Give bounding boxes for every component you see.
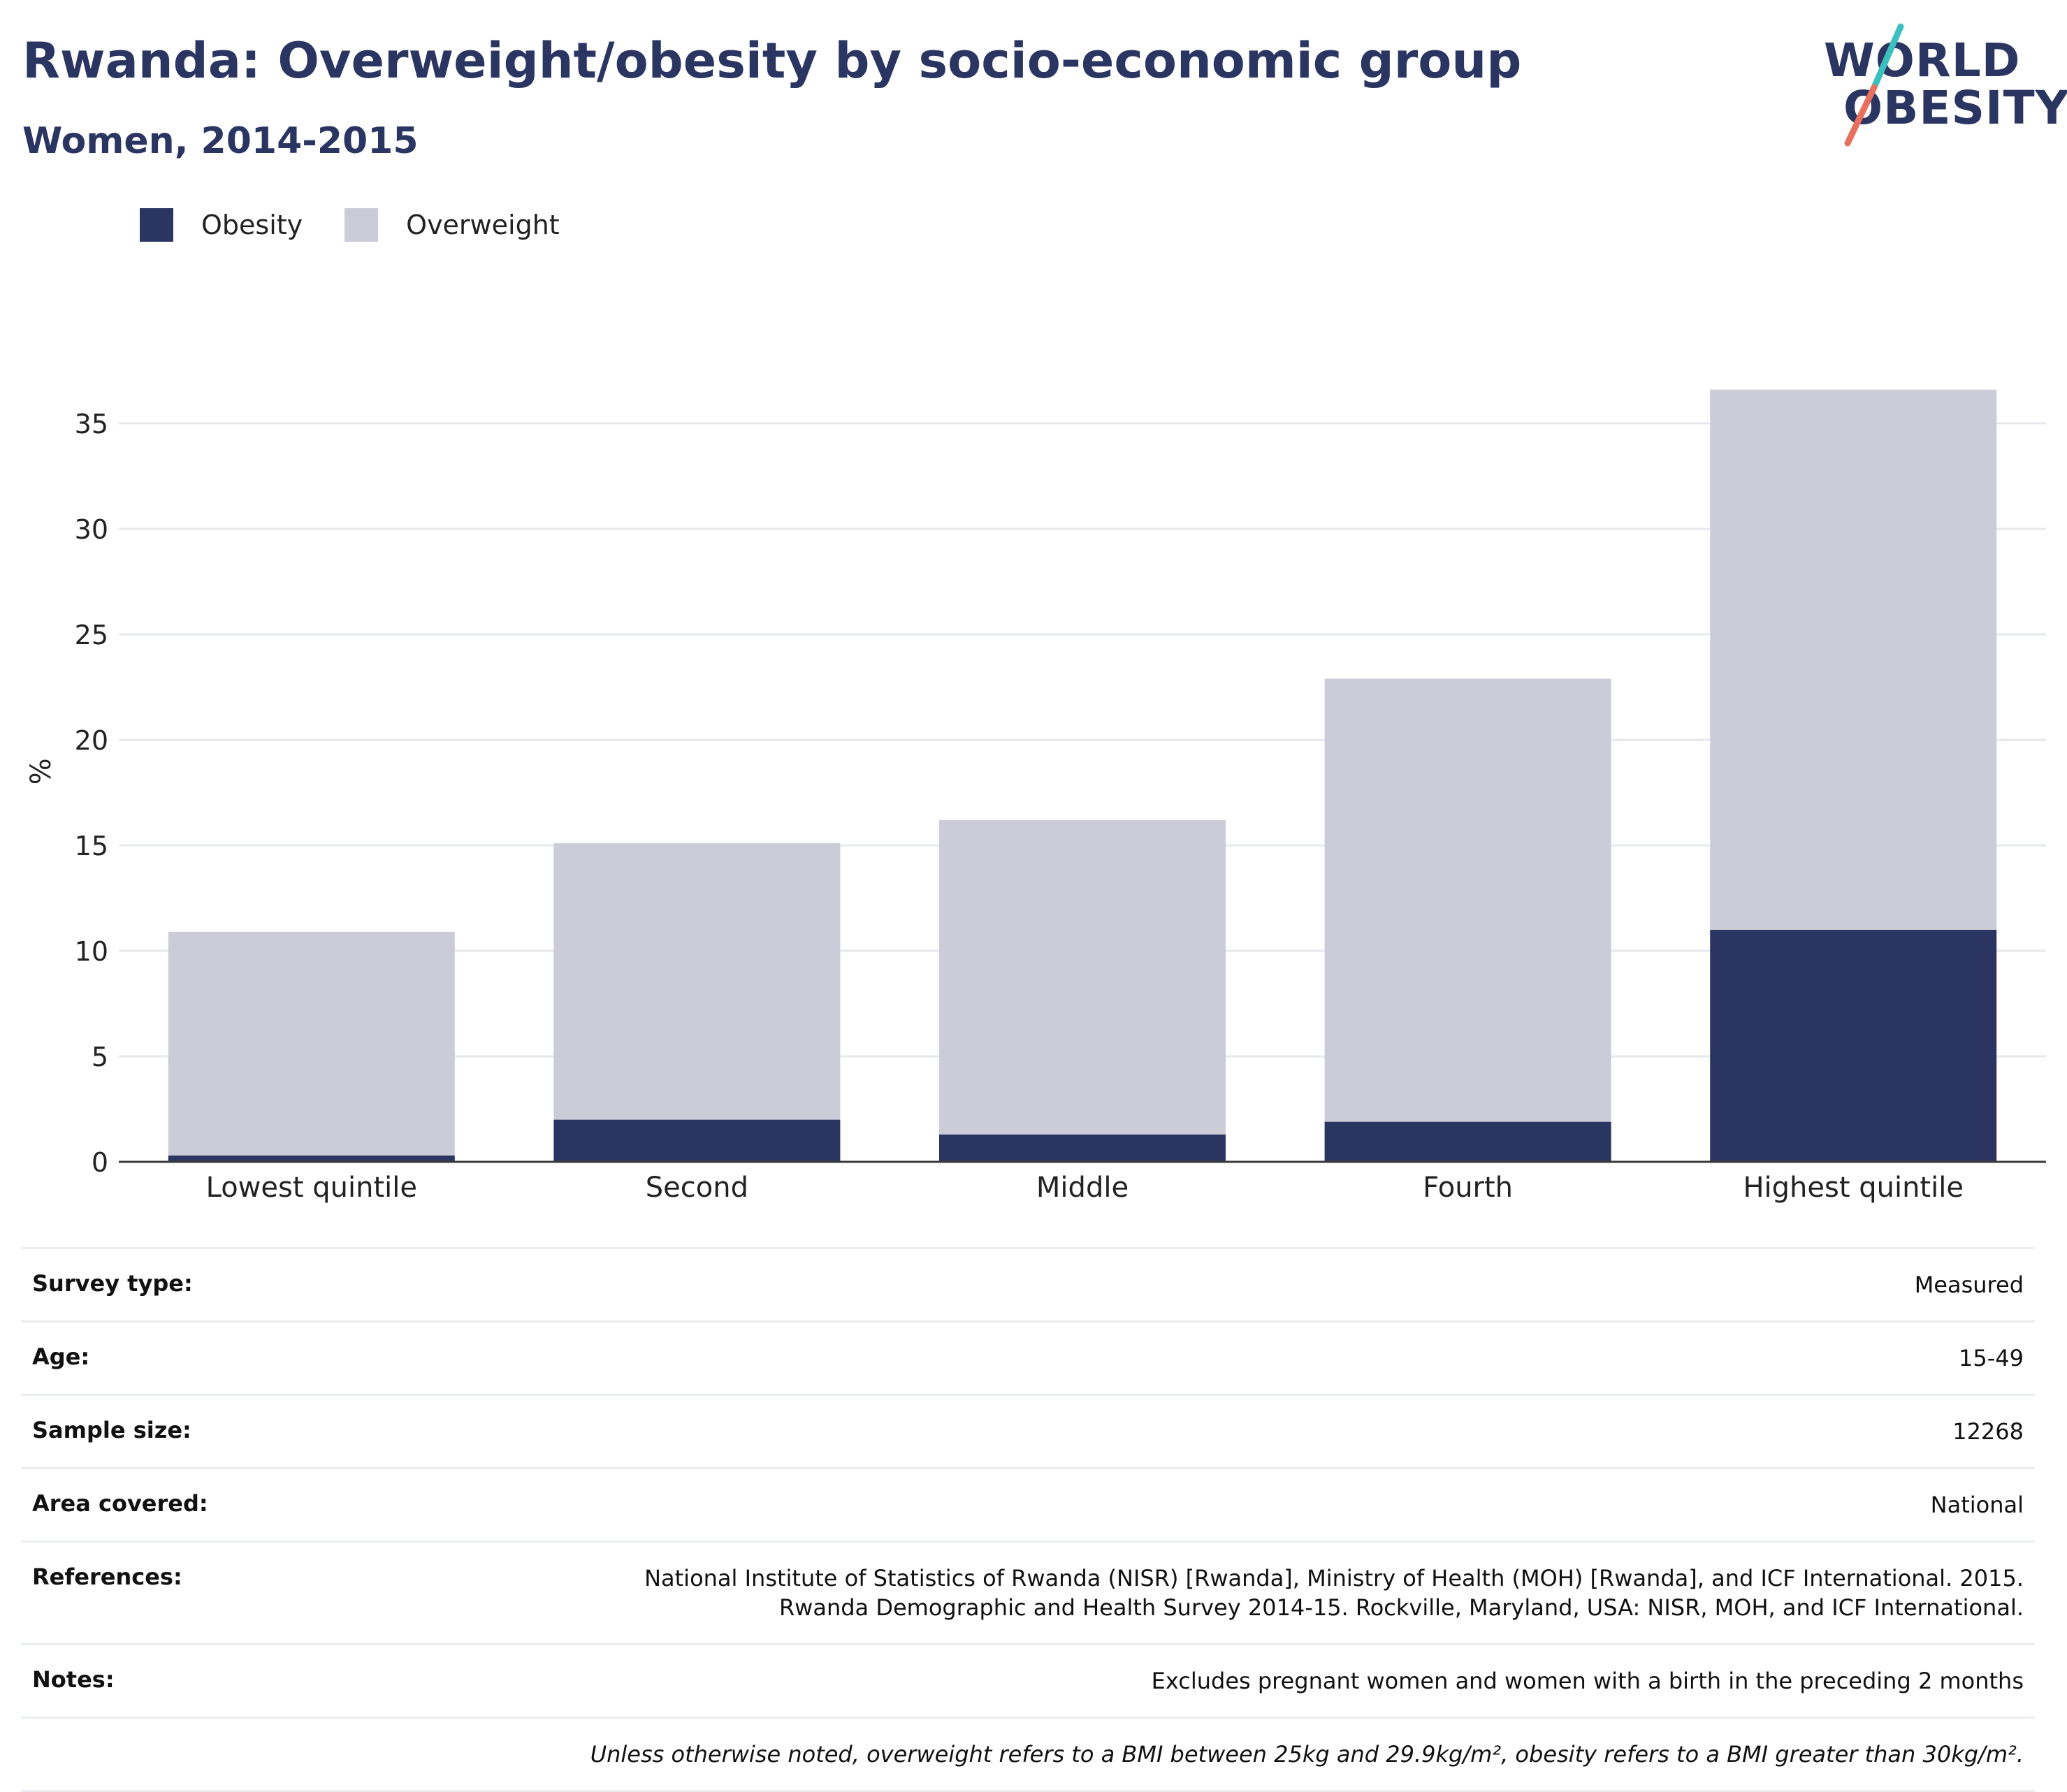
details-value: 12268 <box>1952 1418 2024 1445</box>
y-axis-label: % <box>25 758 57 785</box>
details-row: Sample size: 12268 <box>21 1394 2035 1467</box>
bar-obesity-3 <box>939 1134 1226 1162</box>
details-value: Unless otherwise noted, overweight refer… <box>590 1741 2024 1768</box>
page-title: Rwanda: Overweight/obesity by socio-econ… <box>22 32 1522 89</box>
bar-overweight-1 <box>168 931 455 1156</box>
chart-legend: Obesity Overweight <box>140 208 602 242</box>
logo-slash-icon <box>1844 23 1904 147</box>
details-row: Area covered: National <box>21 1467 2035 1540</box>
logo-word-obesity: OBESITY <box>1843 81 2067 135</box>
y-tick-label: 25 <box>75 620 108 650</box>
x-tick-label: Fourth <box>1423 1172 1513 1204</box>
details-value: Excludes pregnant women and women with a… <box>1151 1668 2024 1694</box>
bar-obesity-5 <box>1710 929 1997 1162</box>
x-tick-label: Highest quintile <box>1743 1172 1964 1204</box>
details-key: Notes: <box>32 1666 115 1693</box>
bar-overweight-3 <box>939 819 1226 1135</box>
details-key: Survey type: <box>32 1270 193 1297</box>
details-value: 15-49 <box>1959 1345 2024 1371</box>
legend-item-obesity: Obesity <box>140 208 303 242</box>
bar-obesity-2 <box>553 1119 841 1162</box>
y-tick-label: 30 <box>75 514 108 545</box>
y-tick-label: 20 <box>75 725 108 756</box>
details-value: National Institute of Statistics of Rwan… <box>644 1565 2024 1621</box>
y-tick-label: 15 <box>75 831 108 861</box>
survey-details-table: Survey type: Measured Age: 15-49 Sample size… <box>21 1247 2035 1792</box>
x-tick-label: Middle <box>1036 1172 1129 1204</box>
x-tick-label: Lowest quintile <box>206 1172 417 1204</box>
stacked-bar-chart: 0 5 10 15 20 25 30 35% Lowest quintile Second Midd… <box>25 389 2046 1204</box>
legend-item-overweight: Overweight <box>344 208 560 242</box>
details-row: Survey type: Measured <box>21 1247 2035 1320</box>
y-tick-label: 5 <box>92 1042 108 1072</box>
details-row: References: National Institute of Statist… <box>21 1540 2035 1643</box>
details-value: Measured <box>1914 1272 2024 1298</box>
details-value: National <box>1930 1492 2024 1518</box>
logo-word-world: WORLD <box>1824 34 2021 87</box>
world-obesity-logo: WORLD OBESITY <box>1817 21 2067 154</box>
x-tick-label: Second <box>646 1172 748 1204</box>
bar-overweight-2 <box>553 843 841 1120</box>
details-key: Area covered: <box>32 1490 208 1517</box>
bar-obesity-1 <box>168 1155 455 1162</box>
page-subtitle: Women, 2014-2015 <box>22 120 419 162</box>
bar-overweight-4 <box>1324 678 1611 1122</box>
details-key: References: <box>32 1564 182 1590</box>
details-key: Sample size: <box>32 1417 191 1443</box>
legend-label-obesity: Obesity <box>201 210 303 240</box>
y-tick-label: 35 <box>75 409 108 439</box>
y-tick-label: 10 <box>75 936 108 967</box>
details-row: Age: 15-49 <box>21 1320 2035 1394</box>
legend-swatch-obesity <box>140 208 173 242</box>
details-row: Unless otherwise noted, overweight refer… <box>21 1717 2035 1792</box>
y-tick-label: 0 <box>92 1147 108 1178</box>
details-key: Age: <box>32 1343 90 1370</box>
legend-swatch-overweight <box>344 208 379 242</box>
bar-overweight-5 <box>1710 389 1997 930</box>
details-row: Notes: Excludes pregnant women and women … <box>21 1643 2035 1717</box>
bar-obesity-4 <box>1324 1121 1611 1162</box>
legend-label-overweight: Overweight <box>406 210 560 240</box>
